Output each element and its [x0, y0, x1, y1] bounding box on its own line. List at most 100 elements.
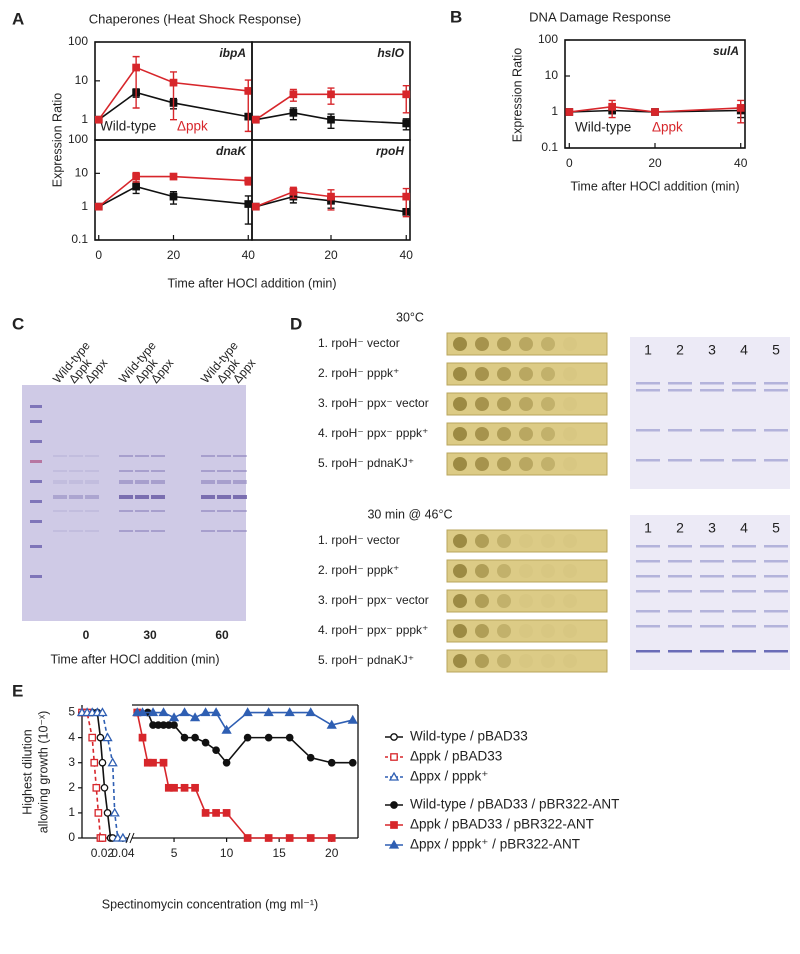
legend-entry: Δppx / pppk⁺ / pBR322-ANT — [410, 837, 580, 852]
gel-band — [85, 510, 99, 512]
legend-marker — [388, 771, 400, 781]
colony-spot — [453, 624, 467, 638]
colony-spot — [563, 594, 577, 608]
gel-band — [217, 480, 231, 484]
data-point — [201, 809, 210, 817]
data-point — [264, 733, 273, 742]
y-axis-label: Highest dilution — [20, 729, 34, 815]
x-axis-label: Time after HOCl addition (min) — [570, 179, 739, 193]
gel-band — [668, 389, 692, 392]
gel-band — [636, 575, 660, 578]
colony-spot — [541, 367, 555, 381]
data-point — [402, 119, 411, 128]
series-line — [98, 66, 249, 121]
gel-band — [636, 610, 660, 613]
y-tick-label: 1 — [81, 199, 88, 213]
data-point — [169, 78, 178, 87]
colony-spot — [453, 427, 467, 441]
gel-band — [119, 480, 133, 484]
y-tick-label: 10 — [545, 68, 559, 82]
gel-band — [636, 459, 660, 462]
legend-marker — [388, 839, 400, 849]
colony-spot — [563, 534, 577, 548]
y-tick-label: 100 — [68, 132, 88, 146]
gel-band — [668, 429, 692, 432]
gel-band — [135, 480, 149, 484]
data-point — [201, 738, 210, 747]
data-point — [189, 712, 201, 722]
error-bar — [244, 195, 252, 225]
gel-band — [732, 575, 756, 578]
y-tick-label: 1 — [551, 104, 558, 118]
data-point — [179, 707, 190, 717]
gel-band — [201, 470, 215, 472]
colony-spot — [541, 564, 555, 578]
colony-spot — [497, 534, 511, 548]
gel-band — [764, 590, 788, 593]
series-line — [82, 711, 113, 839]
data-point — [147, 707, 159, 717]
gel-band — [636, 389, 660, 392]
y-axis-label: allowing growth (10⁻ˣ) — [36, 711, 50, 834]
gel-band — [764, 389, 788, 392]
data-point — [109, 807, 120, 817]
gel-band — [732, 459, 756, 462]
data-point — [94, 202, 103, 211]
colony-spot — [563, 397, 577, 411]
x-tick-label: 20 — [648, 156, 662, 170]
y-tick-label: 0.1 — [71, 232, 88, 246]
gel-image — [630, 515, 790, 670]
data-point — [102, 732, 113, 742]
ladder-band — [30, 480, 42, 483]
gel-band — [217, 495, 231, 499]
gel-band — [700, 429, 724, 432]
gel-band — [53, 510, 67, 512]
y-tick-label: 0.1 — [541, 140, 558, 154]
data-point — [170, 783, 178, 792]
plate-row — [446, 589, 608, 613]
colony-spot — [541, 534, 555, 548]
gel-band — [700, 560, 724, 563]
gel-band — [233, 510, 247, 512]
ladder-band — [30, 500, 42, 503]
data-point — [98, 758, 107, 767]
data-point — [327, 90, 335, 99]
gel-image — [22, 385, 246, 621]
data-point — [94, 115, 103, 124]
lane-number: 2 — [676, 342, 684, 358]
series-line — [98, 185, 249, 208]
data-point — [327, 758, 336, 767]
data-point — [168, 712, 180, 722]
panel-title: DNA Damage Response — [529, 9, 671, 24]
data-point — [251, 115, 260, 124]
data-point — [159, 758, 168, 767]
gel-band — [732, 382, 756, 385]
gel-band — [201, 530, 215, 532]
data-point — [210, 707, 222, 717]
colony-spot — [475, 397, 489, 411]
gel-band — [668, 590, 692, 593]
data-point — [263, 707, 274, 717]
data-point — [132, 182, 140, 191]
lane-number: 3 — [708, 520, 716, 536]
y-tick-label: 3 — [68, 755, 75, 769]
gel-band — [69, 495, 83, 499]
data-point — [306, 753, 315, 762]
gel-band — [636, 382, 660, 385]
colony-spot — [563, 367, 577, 381]
colony-spot — [563, 337, 577, 351]
data-point — [200, 707, 211, 717]
subplot-label: dnaK — [216, 144, 247, 158]
series-line — [82, 711, 103, 839]
colony-spot — [497, 654, 511, 668]
colony-spot — [563, 457, 577, 471]
gel-band — [119, 470, 133, 472]
colony-spot — [453, 564, 467, 578]
strain-label: 3. rpoH⁻ ppx⁻ vector — [318, 593, 429, 607]
colony-spot — [541, 457, 555, 471]
colony-spot — [475, 367, 489, 381]
colony-spot — [453, 534, 467, 548]
condition-title: 30 min @ 46°C — [367, 507, 452, 521]
gel-band — [700, 389, 724, 392]
gel-band — [135, 495, 149, 499]
